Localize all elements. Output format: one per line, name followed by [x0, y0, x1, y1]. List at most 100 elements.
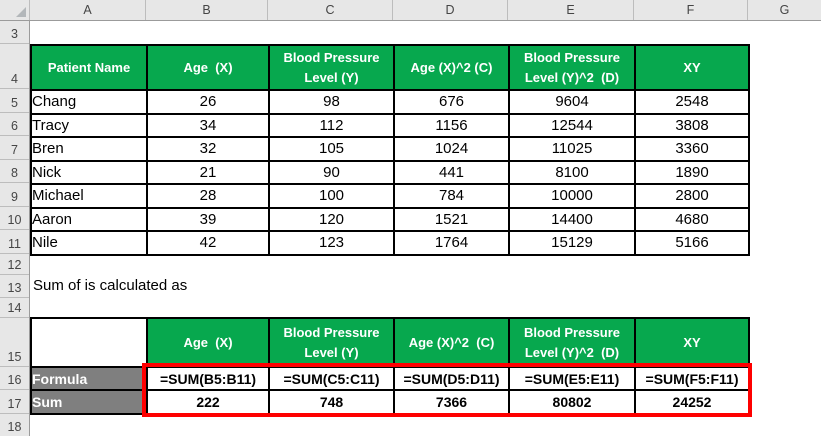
cell-E9[interactable]: 10000 — [508, 183, 636, 209]
cell-C17[interactable]: 748 — [268, 389, 395, 415]
column-header-G[interactable]: G — [779, 3, 790, 17]
column-header-A[interactable]: A — [30, 0, 146, 20]
row-header-8[interactable]: 8 — [0, 160, 29, 183]
cell-A6[interactable]: Tracy — [30, 112, 148, 138]
cell-B17[interactable]: 222 — [146, 389, 270, 415]
cell-F7[interactable]: 3360 — [634, 136, 750, 162]
cell-F10[interactable]: 4680 — [634, 206, 750, 232]
select-all-corner[interactable] — [0, 0, 30, 20]
sum-row: Sum 222 748 7366 80802 24252 — [30, 389, 750, 415]
cell-C8[interactable]: 90 — [268, 159, 395, 185]
column-header-B[interactable]: B — [146, 0, 268, 20]
row-header-3[interactable]: 3 — [0, 21, 29, 44]
row-header-6[interactable]: 6 — [0, 113, 29, 136]
header-C15[interactable]: Blood Pressure Level (Y) — [268, 317, 395, 368]
cell-F11[interactable]: 5166 — [634, 230, 750, 256]
cell-A11[interactable]: Nile — [30, 230, 148, 256]
cell-D9[interactable]: 784 — [393, 183, 510, 209]
cell-E16[interactable]: =SUM(E5:E11) — [508, 366, 636, 391]
cell-B11[interactable]: 42 — [146, 230, 270, 256]
cell-C11[interactable]: 123 — [268, 230, 395, 256]
cell-A10[interactable]: Aaron — [30, 206, 148, 232]
header-D15[interactable]: Age (X)^2 (C) — [393, 317, 510, 368]
table-row: Tracy 34 112 1156 12544 3808 — [30, 112, 750, 138]
header-E4[interactable]: Blood Pressure Level (Y)^2 (D) — [508, 44, 636, 91]
cell-A7[interactable]: Bren — [30, 136, 148, 162]
cell-A9[interactable]: Michael — [30, 183, 148, 209]
cell-E17[interactable]: 80802 — [508, 389, 636, 415]
cell-E8[interactable]: 8100 — [508, 159, 636, 185]
cell-B9[interactable]: 28 — [146, 183, 270, 209]
select-all-icon — [16, 7, 26, 17]
cell-B16[interactable]: =SUM(B5:B11) — [146, 366, 270, 391]
cell-E11[interactable]: 15129 — [508, 230, 636, 256]
column-header-strip: A B C D E F G — [0, 0, 821, 21]
row-header-4[interactable]: 4 — [0, 44, 29, 89]
row-header-14[interactable]: 14 — [0, 298, 29, 318]
formula-row: Formula =SUM(B5:B11) =SUM(C5:C11) =SUM(D… — [30, 366, 750, 391]
cell-C7[interactable]: 105 — [268, 136, 395, 162]
row-header-9[interactable]: 9 — [0, 183, 29, 207]
cell-D8[interactable]: 441 — [393, 159, 510, 185]
cell-D7[interactable]: 1024 — [393, 136, 510, 162]
cell-C5[interactable]: 98 — [268, 89, 395, 115]
cell-F16[interactable]: =SUM(F5:F11) — [634, 366, 750, 391]
cell-C9[interactable]: 100 — [268, 183, 395, 209]
cell-D11[interactable]: 1764 — [393, 230, 510, 256]
header-B4[interactable]: Age (X) — [146, 44, 270, 91]
row-header-13[interactable]: 13 — [0, 275, 29, 298]
cell-F6[interactable]: 3808 — [634, 112, 750, 138]
header-B15[interactable]: Age (X) — [146, 317, 270, 368]
header-F15[interactable]: XY — [634, 317, 750, 368]
cell-F8[interactable]: 1890 — [634, 159, 750, 185]
header-C4[interactable]: Blood Pressure Level (Y) — [268, 44, 395, 91]
cell-B10[interactable]: 39 — [146, 206, 270, 232]
row-header-11[interactable]: 11 — [0, 230, 29, 254]
cell-B7[interactable]: 32 — [146, 136, 270, 162]
cell-D16[interactable]: =SUM(D5:D11) — [393, 366, 510, 391]
column-header-F[interactable]: F — [634, 0, 748, 20]
column-header-E[interactable]: E — [508, 0, 634, 20]
row-header-17[interactable]: 17 — [0, 390, 29, 414]
row-header-10[interactable]: 10 — [0, 207, 29, 230]
note-cell-A13[interactable]: Sum of is calculated as — [33, 277, 188, 294]
cell-A5[interactable]: Chang — [30, 89, 148, 115]
table-row: Michael 28 100 784 10000 2800 — [30, 183, 750, 209]
row-header-7[interactable]: 7 — [0, 136, 29, 160]
cell-E6[interactable]: 12544 — [508, 112, 636, 138]
cell-C10[interactable]: 120 — [268, 206, 395, 232]
cell-D17[interactable]: 7366 — [393, 389, 510, 415]
cell-C6[interactable]: 112 — [268, 112, 395, 138]
cell-A8[interactable]: Nick — [30, 159, 148, 185]
column-header-D[interactable]: D — [393, 0, 508, 20]
cell-F17[interactable]: 24252 — [634, 389, 750, 415]
column-header-C[interactable]: C — [268, 0, 393, 20]
header-F4[interactable]: XY — [634, 44, 750, 91]
cell-F5[interactable]: 2548 — [634, 89, 750, 115]
cell-B5[interactable]: 26 — [146, 89, 270, 115]
empty-cell-A15[interactable] — [30, 317, 148, 368]
header-D4[interactable]: Age (X)^2 (C) — [393, 44, 510, 91]
cell-F9[interactable]: 2800 — [634, 183, 750, 209]
cell-C16[interactable]: =SUM(C5:C11) — [268, 366, 395, 391]
cell-B8[interactable]: 21 — [146, 159, 270, 185]
cell-A16-formula-label[interactable]: Formula — [30, 366, 148, 391]
cell-E5[interactable]: 9604 — [508, 89, 636, 115]
row-header-18[interactable]: 18 — [7, 420, 22, 434]
cell-E7[interactable]: 11025 — [508, 136, 636, 162]
row-number-gutter: 3 4 5 6 7 8 9 10 11 12 13 14 15 16 17 18 — [0, 21, 30, 436]
cell-D6[interactable]: 1156 — [393, 112, 510, 138]
cell-B6[interactable]: 34 — [146, 112, 270, 138]
row-header-16[interactable]: 16 — [0, 367, 29, 390]
cell-D10[interactable]: 1521 — [393, 206, 510, 232]
cell-A17-sum-label[interactable]: Sum — [30, 389, 148, 415]
header-E15[interactable]: Blood Pressure Level (Y)^2 (D) — [508, 317, 636, 368]
patient-table: Patient Name Age (X) Blood Pressure Leve… — [30, 44, 750, 256]
header-A4[interactable]: Patient Name — [30, 44, 148, 91]
table-row: Nile 42 123 1764 15129 5166 — [30, 230, 750, 256]
cell-E10[interactable]: 14400 — [508, 206, 636, 232]
row-header-12[interactable]: 12 — [0, 254, 29, 275]
row-header-5[interactable]: 5 — [0, 89, 29, 113]
cell-D5[interactable]: 676 — [393, 89, 510, 115]
row-header-15[interactable]: 15 — [0, 318, 29, 367]
